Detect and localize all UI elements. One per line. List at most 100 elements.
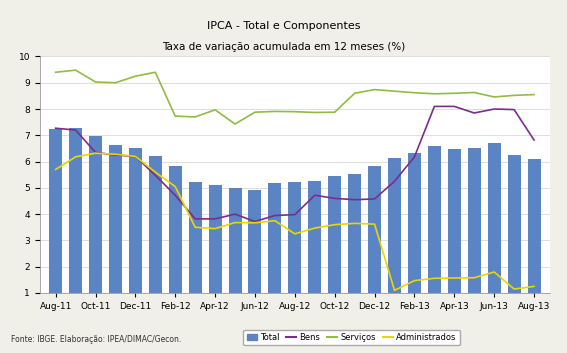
Bar — [408, 154, 421, 319]
Bar — [368, 166, 381, 319]
Bar — [169, 166, 181, 319]
Bar — [448, 149, 461, 319]
Administrados — [112, 152, 119, 156]
Administrados — [211, 227, 218, 231]
Serviços — [471, 90, 477, 95]
Bens — [411, 155, 418, 159]
Bens — [272, 213, 278, 217]
Line: Bens: Bens — [56, 106, 534, 222]
Bens — [491, 107, 498, 111]
Serviços — [72, 68, 79, 72]
Administrados — [92, 151, 99, 155]
Administrados — [72, 155, 79, 159]
Administrados — [52, 167, 59, 172]
Bar — [109, 145, 122, 319]
Bens — [311, 193, 318, 197]
Serviços — [52, 70, 59, 74]
Bens — [471, 111, 477, 115]
Bar — [189, 181, 202, 319]
Bens — [172, 193, 179, 197]
Bar — [428, 146, 441, 319]
Bar — [129, 149, 142, 319]
Bens — [112, 153, 119, 157]
Serviços — [172, 114, 179, 118]
Bar — [209, 185, 222, 319]
Bens — [211, 217, 218, 221]
Administrados — [431, 276, 438, 280]
Serviços — [391, 89, 398, 93]
Administrados — [192, 225, 198, 229]
Administrados — [232, 220, 239, 225]
Bens — [371, 197, 378, 201]
Serviços — [531, 92, 538, 97]
Bar — [348, 174, 361, 319]
Administrados — [451, 276, 458, 280]
Serviços — [152, 70, 159, 74]
Administrados — [291, 232, 298, 236]
Bar — [89, 136, 102, 319]
Administrados — [511, 287, 518, 291]
Serviços — [252, 110, 259, 114]
Administrados — [172, 184, 179, 189]
Administrados — [351, 221, 358, 226]
Bar — [49, 129, 62, 319]
Bens — [92, 150, 99, 155]
Bar — [149, 156, 162, 319]
Bens — [511, 107, 518, 112]
Serviços — [112, 80, 119, 85]
Serviços — [311, 110, 318, 115]
Bar — [488, 143, 501, 319]
Bar — [308, 180, 321, 319]
Serviços — [331, 110, 338, 114]
Line: Administrados: Administrados — [56, 153, 534, 291]
Administrados — [411, 279, 418, 283]
Administrados — [371, 222, 378, 226]
Administrados — [391, 288, 398, 293]
Administrados — [331, 222, 338, 227]
Administrados — [132, 154, 139, 158]
Text: IPCA - Total e Componentes: IPCA - Total e Componentes — [207, 21, 360, 31]
Administrados — [252, 221, 259, 225]
Bens — [531, 138, 538, 142]
Serviços — [511, 93, 518, 97]
Serviços — [451, 91, 458, 95]
Administrados — [471, 276, 477, 280]
Bens — [232, 212, 239, 216]
Bar — [507, 155, 521, 319]
Bar — [248, 190, 261, 319]
Bens — [451, 104, 458, 108]
Administrados — [272, 219, 278, 223]
Serviços — [232, 122, 239, 126]
Serviços — [491, 95, 498, 99]
Administrados — [152, 170, 159, 174]
Bens — [192, 217, 198, 221]
Text: Taxa de variação acumulada em 12 meses (%): Taxa de variação acumulada em 12 meses (… — [162, 42, 405, 52]
Serviços — [211, 108, 218, 112]
Bens — [351, 198, 358, 202]
Bar — [328, 176, 341, 319]
Bens — [391, 179, 398, 184]
Serviços — [272, 109, 278, 114]
Serviços — [371, 88, 378, 92]
Bens — [291, 213, 298, 217]
Serviços — [291, 109, 298, 114]
Bar — [468, 149, 481, 319]
Bens — [252, 220, 259, 224]
Bar — [388, 158, 401, 319]
Text: Fonte: IBGE. Elaboração: IPEA/DIMAC/Gecon.: Fonte: IBGE. Elaboração: IPEA/DIMAC/Geco… — [11, 335, 181, 344]
Bar — [527, 159, 540, 319]
Bens — [331, 196, 338, 201]
Administrados — [311, 226, 318, 230]
Administrados — [531, 284, 538, 288]
Bar — [268, 183, 281, 319]
Serviços — [431, 92, 438, 96]
Serviços — [411, 91, 418, 95]
Bar — [289, 181, 301, 319]
Serviços — [92, 80, 99, 84]
Bens — [431, 104, 438, 108]
Bar — [69, 128, 82, 319]
Administrados — [491, 270, 498, 274]
Bens — [72, 128, 79, 132]
Bens — [152, 173, 159, 177]
Serviços — [351, 91, 358, 95]
